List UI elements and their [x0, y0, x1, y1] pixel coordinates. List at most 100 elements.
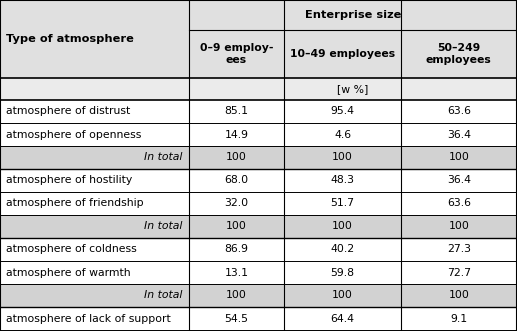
Text: 13.1: 13.1	[224, 267, 249, 277]
Text: atmosphere of distrust: atmosphere of distrust	[6, 107, 130, 117]
Bar	[0, 123, 189, 146]
Text: 100: 100	[332, 153, 353, 163]
Text: In total: In total	[144, 291, 183, 301]
Bar	[401, 307, 517, 330]
Text: In total: In total	[144, 153, 183, 163]
Text: Type of atmosphere: Type of atmosphere	[6, 34, 134, 44]
Bar	[189, 146, 284, 169]
Bar	[189, 169, 284, 192]
Bar	[284, 192, 401, 215]
Bar	[0, 238, 189, 261]
Text: 95.4: 95.4	[330, 107, 355, 117]
Bar	[401, 169, 517, 192]
Bar	[401, 78, 517, 100]
Bar	[401, 261, 517, 284]
Text: 72.7: 72.7	[447, 267, 471, 277]
Text: 63.6: 63.6	[447, 199, 471, 209]
Text: 100: 100	[448, 153, 469, 163]
Text: 63.6: 63.6	[447, 107, 471, 117]
Bar	[0, 215, 189, 238]
Bar	[284, 261, 401, 284]
Bar	[284, 30, 401, 78]
Text: 9.1: 9.1	[450, 313, 467, 323]
Bar	[284, 123, 401, 146]
Text: atmosphere of openness: atmosphere of openness	[6, 129, 142, 139]
Bar	[284, 100, 401, 123]
Bar	[401, 0, 517, 30]
Bar	[189, 30, 284, 78]
Bar	[0, 330, 189, 331]
Text: 50–249
employees: 50–249 employees	[426, 43, 492, 65]
Text: 100: 100	[332, 221, 353, 231]
Bar	[0, 0, 189, 78]
Bar	[401, 192, 517, 215]
Bar	[0, 169, 189, 192]
Text: 48.3: 48.3	[330, 175, 355, 185]
Bar	[284, 307, 401, 330]
Text: 64.4: 64.4	[330, 313, 355, 323]
Text: 100: 100	[448, 221, 469, 231]
Text: 27.3: 27.3	[447, 245, 471, 255]
Text: 68.0: 68.0	[224, 175, 249, 185]
Text: atmosphere of coldness: atmosphere of coldness	[6, 245, 137, 255]
Bar	[0, 78, 189, 100]
Text: 51.7: 51.7	[330, 199, 355, 209]
Text: 100: 100	[226, 153, 247, 163]
Bar	[284, 284, 401, 307]
Text: 86.9: 86.9	[224, 245, 249, 255]
Text: 85.1: 85.1	[224, 107, 249, 117]
Text: Enterprise size: Enterprise size	[305, 10, 401, 20]
Text: 40.2: 40.2	[330, 245, 355, 255]
Bar	[0, 307, 189, 330]
Bar	[189, 0, 284, 30]
Bar	[401, 100, 517, 123]
Bar	[401, 123, 517, 146]
Bar	[284, 238, 401, 261]
Bar	[189, 215, 284, 238]
Text: 100: 100	[226, 221, 247, 231]
Bar	[189, 78, 284, 100]
Bar	[189, 192, 284, 215]
Text: 54.5: 54.5	[224, 313, 249, 323]
Text: 100: 100	[448, 291, 469, 301]
Text: 0–9 employ-
ees: 0–9 employ- ees	[200, 43, 273, 65]
Bar	[401, 238, 517, 261]
Bar	[189, 100, 284, 123]
Text: [w %]: [w %]	[337, 84, 369, 94]
Bar	[401, 30, 517, 78]
Text: atmosphere of friendship: atmosphere of friendship	[6, 199, 144, 209]
Text: 4.6: 4.6	[334, 129, 351, 139]
Bar	[401, 146, 517, 169]
Bar	[189, 330, 284, 331]
Bar	[0, 261, 189, 284]
Text: atmosphere of lack of support: atmosphere of lack of support	[6, 313, 171, 323]
Text: 36.4: 36.4	[447, 175, 471, 185]
Text: 14.9: 14.9	[224, 129, 249, 139]
Bar	[401, 284, 517, 307]
Bar	[401, 215, 517, 238]
Text: 100: 100	[332, 291, 353, 301]
Bar	[401, 330, 517, 331]
Bar	[284, 146, 401, 169]
Bar	[0, 284, 189, 307]
Text: 100: 100	[226, 291, 247, 301]
Bar	[0, 146, 189, 169]
Bar	[284, 0, 401, 30]
Text: 32.0: 32.0	[224, 199, 249, 209]
Bar	[284, 215, 401, 238]
Bar	[189, 261, 284, 284]
Bar	[189, 284, 284, 307]
Bar	[189, 238, 284, 261]
Bar	[0, 100, 189, 123]
Bar	[189, 123, 284, 146]
Text: 36.4: 36.4	[447, 129, 471, 139]
Text: In total: In total	[144, 221, 183, 231]
Bar	[189, 307, 284, 330]
Bar	[0, 192, 189, 215]
Bar	[284, 169, 401, 192]
Text: 10–49 employees: 10–49 employees	[290, 49, 395, 59]
Text: 59.8: 59.8	[330, 267, 355, 277]
Bar	[284, 78, 401, 100]
Text: atmosphere of warmth: atmosphere of warmth	[6, 267, 131, 277]
Text: atmosphere of hostility: atmosphere of hostility	[6, 175, 132, 185]
